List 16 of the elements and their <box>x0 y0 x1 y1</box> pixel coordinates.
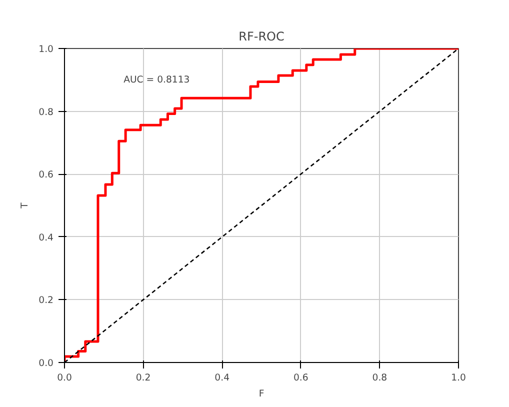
y-tick-label: 0.2 <box>38 295 54 306</box>
y-tick-label: 0.4 <box>38 232 54 244</box>
y-tick-label: 0.6 <box>38 170 54 181</box>
x-tick-label: 0.8 <box>372 372 388 384</box>
x-tick-label: 0.4 <box>214 372 230 384</box>
x-tick-label: 0.6 <box>293 372 308 384</box>
y-tick-label: 0.8 <box>38 106 54 118</box>
x-tick-label: 0.0 <box>57 372 72 384</box>
x-axis-title: F <box>258 388 264 400</box>
y-tick-label: 0.0 <box>38 358 54 369</box>
y-axis-title: T <box>20 202 31 210</box>
x-tick-label: 0.2 <box>136 372 151 384</box>
y-tick-label: 1.0 <box>38 44 54 55</box>
chart-title: RF-ROC <box>238 30 284 44</box>
annotation: AUC = 0.8113 <box>124 74 190 86</box>
x-tick-label: 1.0 <box>451 372 466 384</box>
